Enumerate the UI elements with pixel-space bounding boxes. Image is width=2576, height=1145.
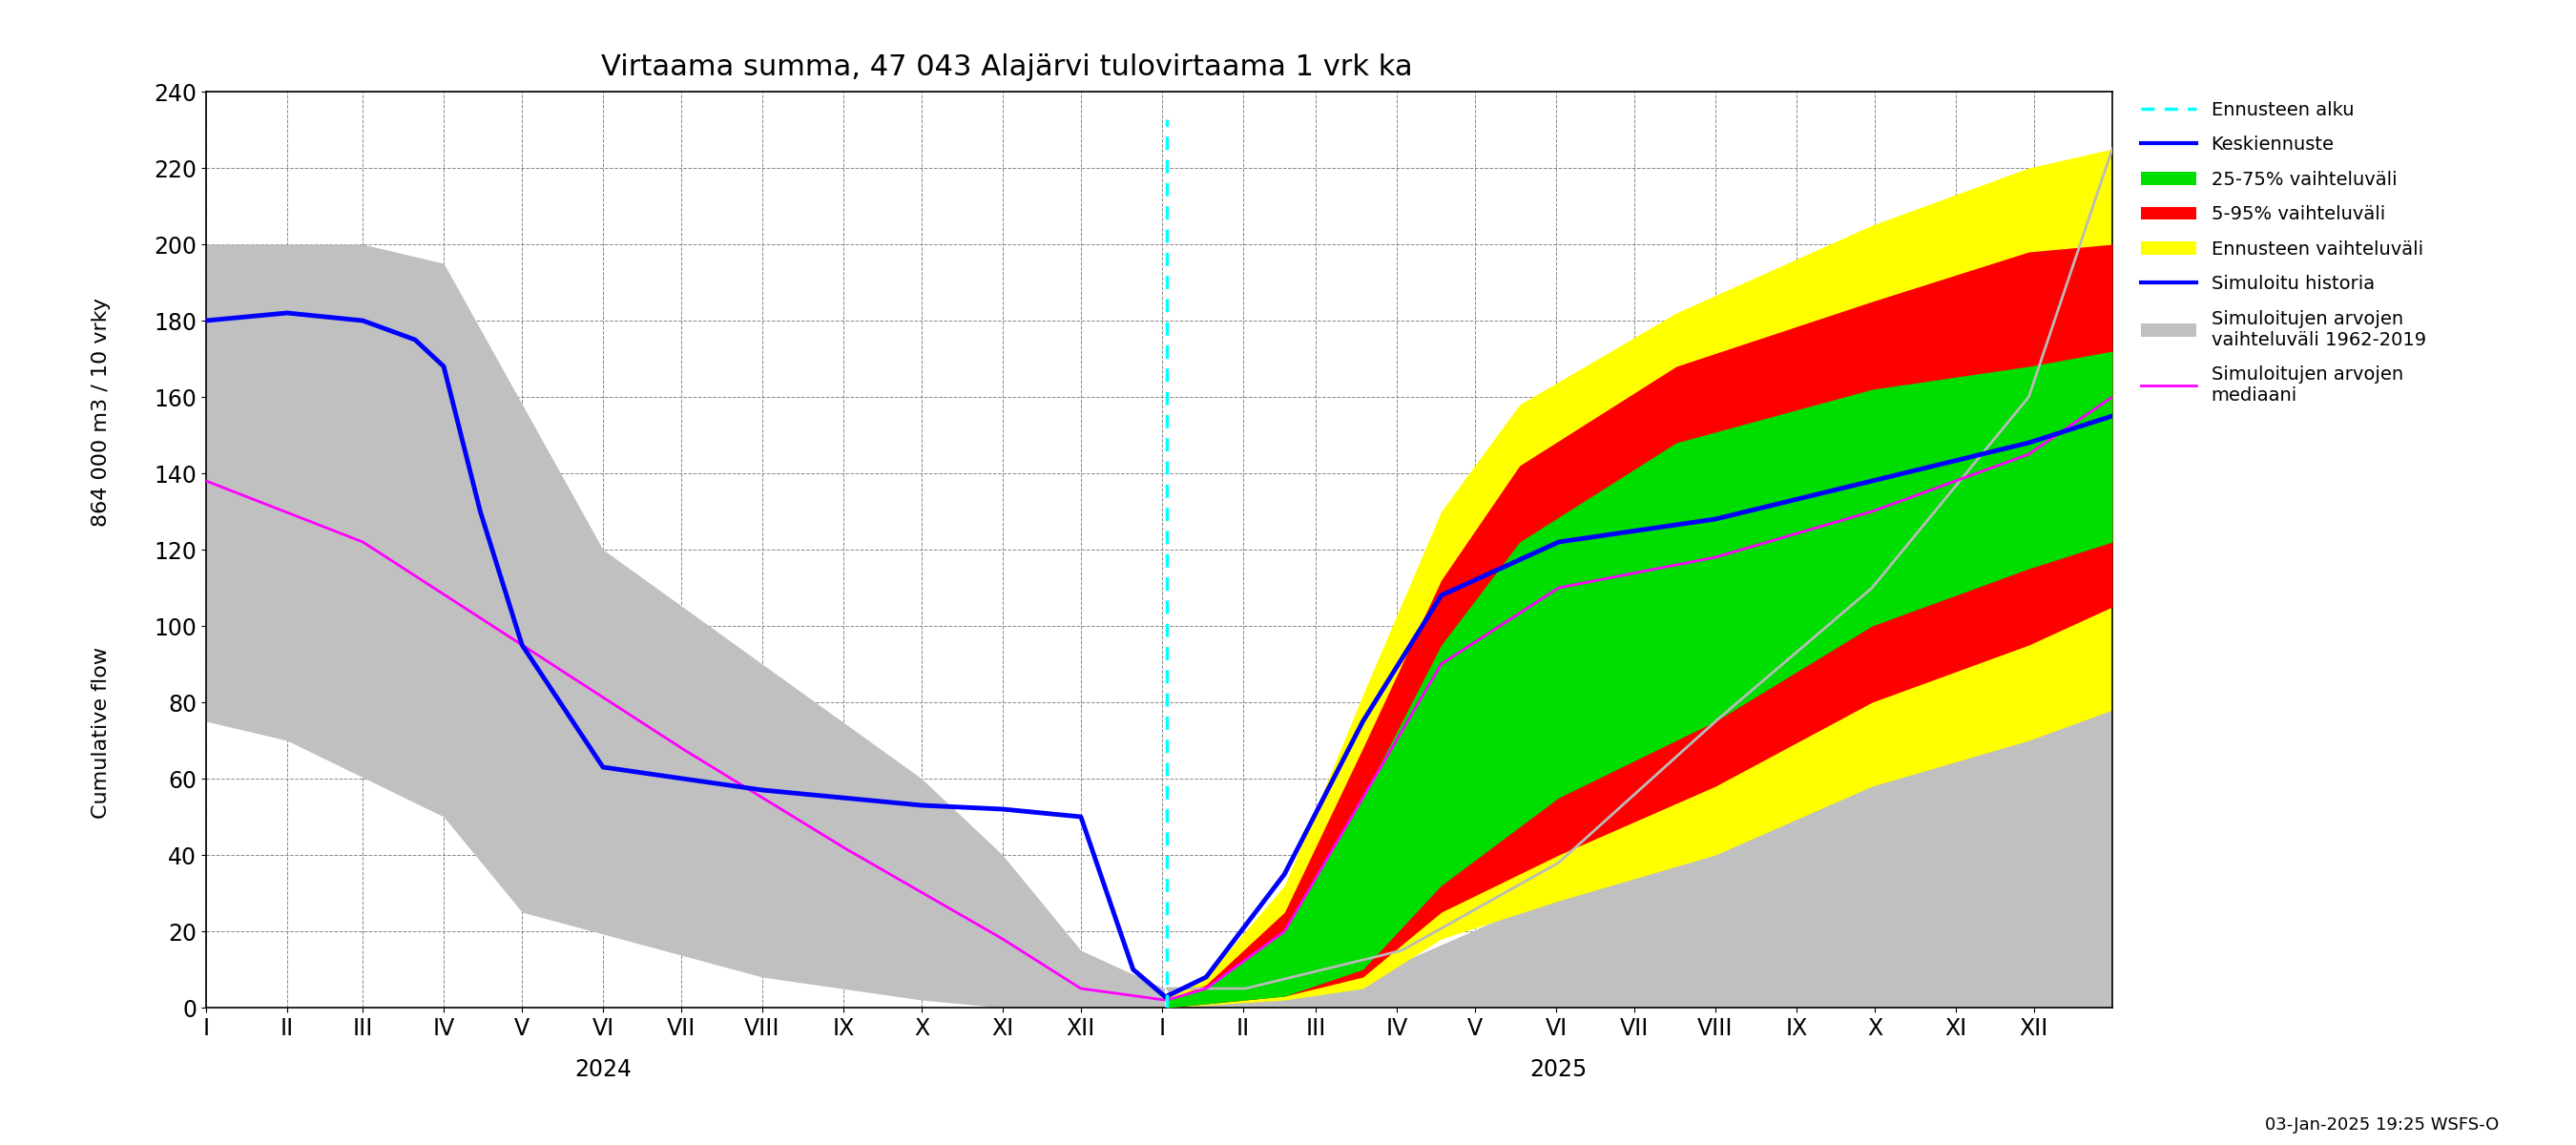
Text: Cumulative flow: Cumulative flow bbox=[93, 647, 111, 819]
Text: 864 000 m3 / 10 vrky: 864 000 m3 / 10 vrky bbox=[93, 298, 111, 527]
Title: Virtaama summa, 47 043 Alajärvi tulovirtaama 1 vrk ka: Virtaama summa, 47 043 Alajärvi tulovirt… bbox=[600, 54, 1412, 81]
Text: 03-Jan-2025 19:25 WSFS-O: 03-Jan-2025 19:25 WSFS-O bbox=[2264, 1116, 2499, 1134]
Text: 2024: 2024 bbox=[574, 1058, 631, 1081]
Legend: Ennusteen alku, Keskiennuste, 25-75% vaihteluväli, 5-95% vaihteluväli, Ennusteen: Ennusteen alku, Keskiennuste, 25-75% vai… bbox=[2141, 101, 2427, 405]
Text: 2025: 2025 bbox=[1530, 1058, 1587, 1081]
